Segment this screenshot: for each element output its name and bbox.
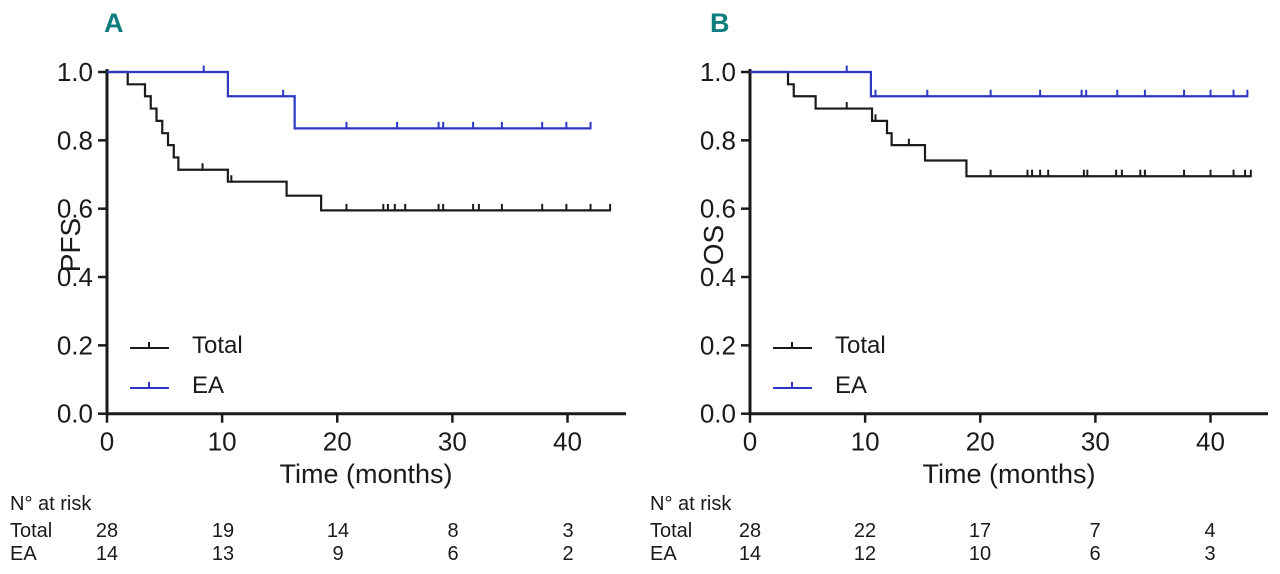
panel-a-letter: A	[104, 8, 124, 38]
legend-total-label-a: Total	[192, 332, 243, 359]
svg-text:10: 10	[851, 427, 880, 457]
risk-value: 28	[738, 520, 762, 542]
risk-value: 10	[968, 543, 992, 565]
risk-value: 4	[1204, 520, 1216, 542]
svg-text:0: 0	[743, 427, 757, 457]
svg-text:0.6: 0.6	[700, 194, 736, 224]
risk-table-title-a: N° at risk	[10, 493, 92, 515]
pfs-axis-title: PFS	[55, 217, 86, 273]
risk-row-ea-label-a: EA	[10, 543, 37, 565]
svg-text:0.0: 0.0	[700, 399, 736, 429]
risk-value: 22	[853, 520, 877, 542]
risk-row-total-label-a: Total	[10, 520, 53, 542]
legend-total-label-b: Total	[835, 332, 886, 359]
risk-row-ea-label-b: EA	[650, 543, 677, 565]
svg-text:0.4: 0.4	[57, 262, 93, 292]
svg-text:0.8: 0.8	[700, 125, 736, 155]
risk-value: 19	[211, 520, 235, 542]
risk-value: 13	[211, 543, 235, 565]
risk-value: 3	[1204, 543, 1216, 565]
legend-total-line-a	[130, 342, 169, 349]
legend-ea-censor-tick-b	[791, 382, 793, 389]
risk-value: 14	[95, 543, 119, 565]
svg-text:0.6: 0.6	[57, 194, 93, 224]
svg-text:20: 20	[323, 427, 352, 457]
svg-text:0.8: 0.8	[57, 125, 93, 155]
time-axis-title-b: Time (months)	[922, 459, 1096, 489]
svg-text:40: 40	[1196, 427, 1225, 457]
legend-total-censor-tick-b	[791, 342, 793, 349]
risk-value: 14	[326, 520, 350, 542]
risk-value: 9	[332, 543, 344, 565]
risk-value: 14	[738, 543, 762, 565]
os-axis-title: OS	[698, 224, 729, 266]
legend-total-line-b	[773, 342, 812, 349]
time-axis-title-a: Time (months)	[279, 459, 453, 489]
risk-row-total-label-b: Total	[650, 520, 693, 542]
svg-text:40: 40	[553, 427, 582, 457]
svg-text:1.0: 1.0	[700, 57, 736, 87]
risk-value: 28	[95, 520, 119, 542]
svg-text:0: 0	[100, 427, 114, 457]
risk-value: 17	[968, 520, 992, 542]
legend-ea-label-a: EA	[192, 372, 225, 399]
risk-value: 6	[1089, 543, 1101, 565]
svg-text:1.0: 1.0	[57, 57, 93, 87]
svg-text:20: 20	[966, 427, 995, 457]
legend-total-censor-tick-a	[148, 342, 150, 349]
svg-text:0.2: 0.2	[700, 330, 736, 360]
svg-text:0.2: 0.2	[57, 330, 93, 360]
panel-b-letter: B	[710, 8, 730, 38]
legend-ea-label-b: EA	[835, 372, 868, 399]
risk-value: 12	[853, 543, 877, 565]
legend-ea-line-a	[130, 382, 169, 389]
risk-value: 7	[1089, 520, 1101, 542]
svg-text:10: 10	[208, 427, 237, 457]
svg-text:0.4: 0.4	[700, 262, 736, 292]
risk-value: 8	[447, 520, 459, 542]
risk-value: 6	[447, 543, 459, 565]
risk-value: 3	[562, 520, 574, 542]
legend-ea-line-b	[773, 382, 812, 389]
legend-ea-censor-tick-a	[148, 382, 150, 389]
risk-value: 2	[562, 543, 574, 565]
svg-text:30: 30	[1081, 427, 1110, 457]
svg-text:30: 30	[438, 427, 467, 457]
svg-text:0.0: 0.0	[57, 399, 93, 429]
risk-table-title-b: N° at risk	[650, 493, 732, 515]
